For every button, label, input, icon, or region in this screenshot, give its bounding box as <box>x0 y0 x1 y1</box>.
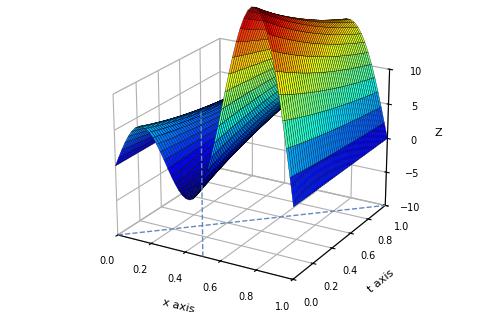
Y-axis label: t axis: t axis <box>366 268 396 295</box>
X-axis label: x axis: x axis <box>162 297 196 312</box>
